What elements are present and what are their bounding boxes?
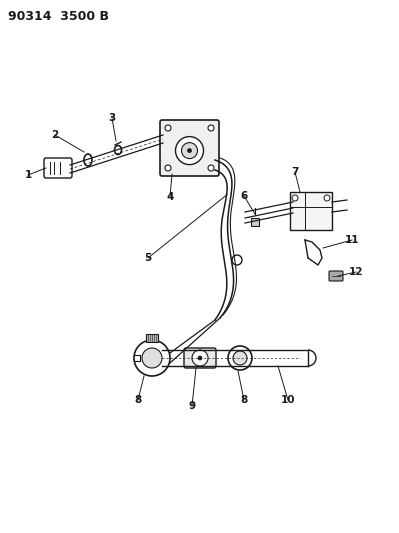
Text: 3: 3 <box>109 113 116 123</box>
Text: 1: 1 <box>24 170 32 180</box>
Text: 10: 10 <box>281 395 295 405</box>
FancyBboxPatch shape <box>329 271 343 281</box>
Circle shape <box>198 356 202 360</box>
Text: 7: 7 <box>291 167 299 177</box>
Bar <box>251 218 259 226</box>
Text: 8: 8 <box>240 395 248 405</box>
Text: 9: 9 <box>188 401 196 411</box>
Circle shape <box>208 165 214 171</box>
FancyBboxPatch shape <box>290 192 332 230</box>
Ellipse shape <box>115 146 122 155</box>
Text: 6: 6 <box>240 191 248 201</box>
Circle shape <box>233 351 247 365</box>
Circle shape <box>192 350 208 366</box>
Circle shape <box>142 348 162 368</box>
Circle shape <box>176 136 203 165</box>
Circle shape <box>165 125 171 131</box>
Ellipse shape <box>84 154 92 166</box>
Circle shape <box>228 346 252 370</box>
FancyBboxPatch shape <box>44 158 72 178</box>
Text: 12: 12 <box>349 267 363 277</box>
FancyBboxPatch shape <box>184 348 216 368</box>
Circle shape <box>134 340 170 376</box>
Text: 8: 8 <box>134 395 142 405</box>
Text: 2: 2 <box>51 130 59 140</box>
Circle shape <box>188 149 192 152</box>
Circle shape <box>232 255 242 265</box>
Text: 90314  3500 B: 90314 3500 B <box>8 10 109 23</box>
Circle shape <box>182 143 198 159</box>
Circle shape <box>324 195 330 201</box>
FancyBboxPatch shape <box>160 120 219 176</box>
Text: 11: 11 <box>345 235 359 245</box>
Circle shape <box>292 195 298 201</box>
Bar <box>146 334 158 342</box>
Text: 5: 5 <box>144 253 152 263</box>
Circle shape <box>165 165 171 171</box>
Text: 4: 4 <box>166 192 174 202</box>
Circle shape <box>208 125 214 131</box>
